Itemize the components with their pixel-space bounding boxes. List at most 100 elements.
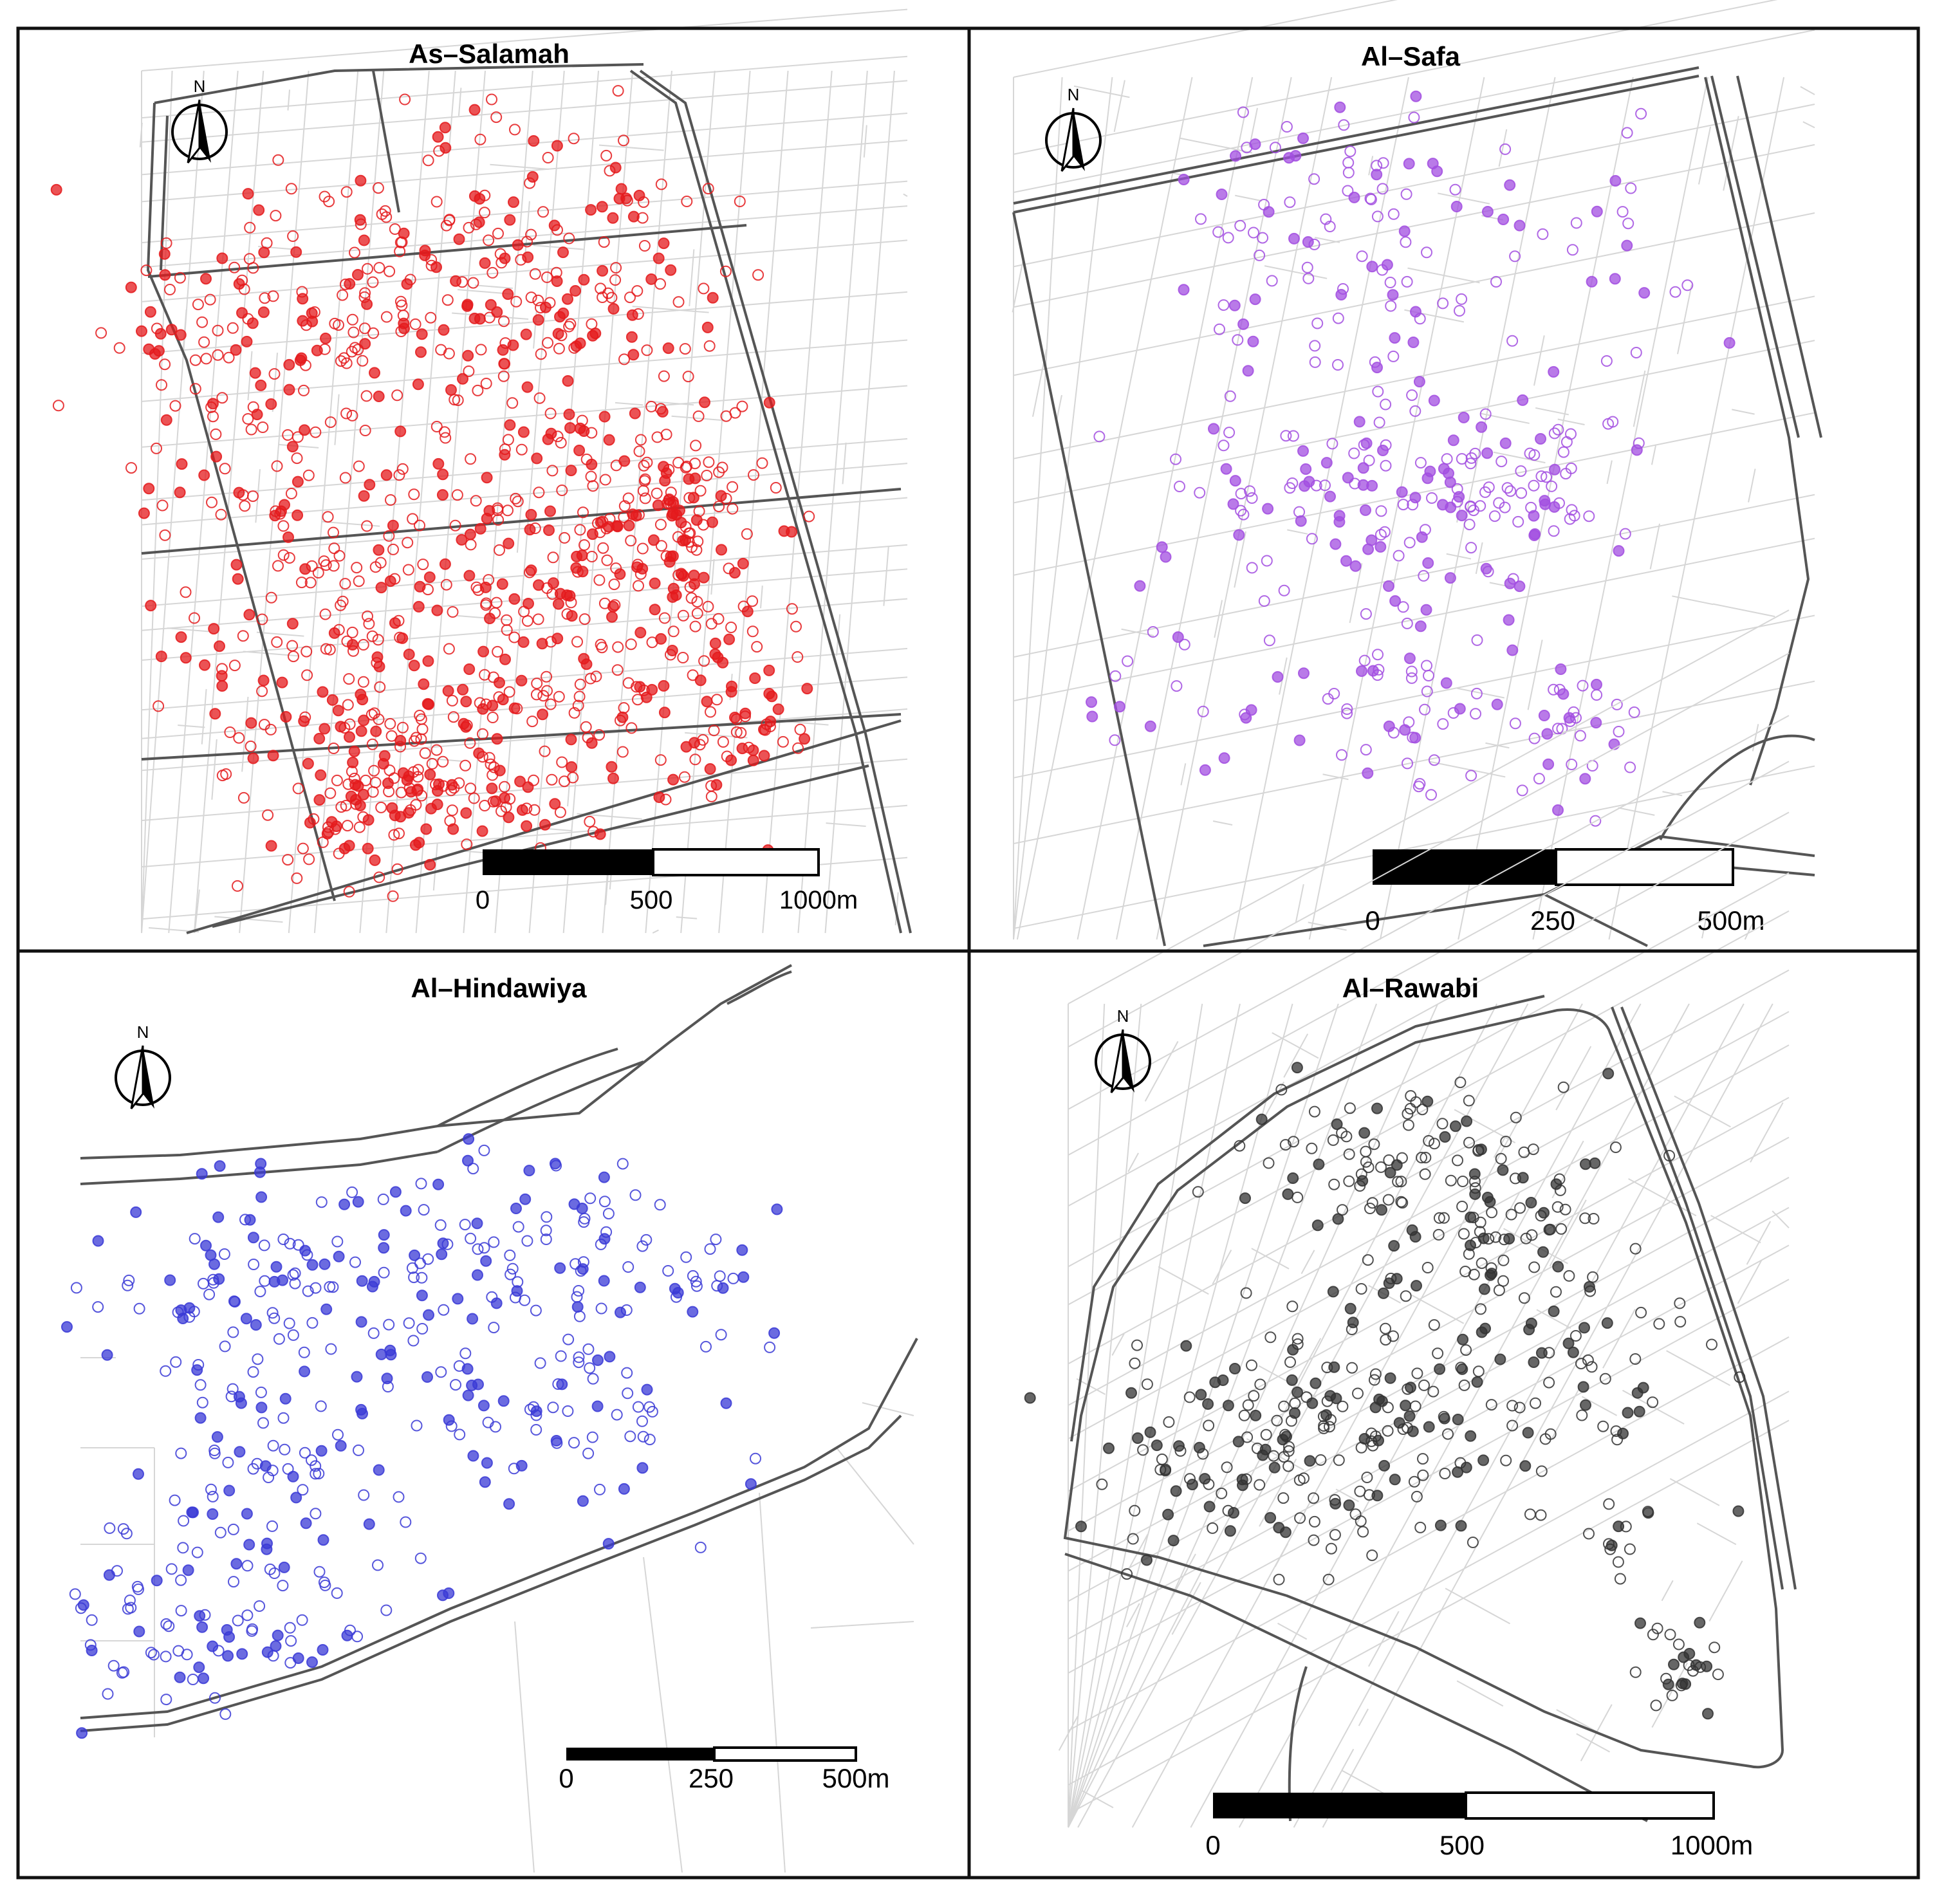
minor-street xyxy=(1131,1003,1583,1828)
sample-point xyxy=(1263,1157,1275,1169)
sample-point xyxy=(1355,1441,1367,1454)
sample-point xyxy=(536,638,548,650)
minor-street xyxy=(602,70,672,934)
sample-point xyxy=(1497,1275,1509,1287)
sample-point xyxy=(1463,1095,1475,1107)
sample-point xyxy=(367,1327,380,1339)
sample-point xyxy=(1501,482,1514,494)
sample-point xyxy=(1203,1419,1215,1432)
sample-point xyxy=(271,460,283,472)
sample-point xyxy=(410,799,422,811)
sample-point xyxy=(725,622,737,633)
sample-point xyxy=(355,725,367,737)
sample-point xyxy=(1246,492,1258,504)
sample-point xyxy=(1294,1512,1306,1524)
sample-point xyxy=(1509,717,1521,730)
sample-point xyxy=(1387,350,1400,362)
sample-point xyxy=(681,460,693,472)
sample-point xyxy=(1278,584,1290,596)
sample-point xyxy=(623,519,635,531)
sample-point xyxy=(1372,385,1384,398)
north-label: N xyxy=(194,77,206,96)
sample-point xyxy=(562,1333,575,1345)
minor-street xyxy=(141,55,908,119)
minor-street xyxy=(1379,77,1556,940)
sample-point xyxy=(1434,1363,1446,1375)
sample-point xyxy=(521,236,533,248)
scale-label-mid: 250 xyxy=(1530,905,1575,936)
minor-street xyxy=(567,773,571,807)
sample-point xyxy=(1562,1337,1575,1349)
sample-point xyxy=(734,196,746,207)
sample-point xyxy=(432,1178,445,1190)
minor-street xyxy=(178,725,205,728)
sample-point xyxy=(1304,1455,1316,1467)
sample-point xyxy=(598,236,610,248)
sample-point xyxy=(1539,495,1551,507)
sample-point xyxy=(1364,1203,1376,1214)
sample-point xyxy=(1583,1280,1595,1293)
sample-point xyxy=(633,580,644,592)
sample-point xyxy=(582,1447,595,1459)
sample-point xyxy=(247,1366,259,1378)
sample-point xyxy=(1535,470,1548,483)
sample-point xyxy=(803,510,815,522)
sample-point xyxy=(367,276,379,288)
sample-point xyxy=(667,625,680,638)
sample-point xyxy=(1156,541,1168,553)
sample-point xyxy=(379,205,391,217)
sample-point xyxy=(347,645,359,657)
sample-point xyxy=(1229,1363,1241,1374)
minor-street xyxy=(1608,77,1785,940)
sample-point xyxy=(230,344,242,356)
sample-point xyxy=(445,784,457,797)
sample-point xyxy=(1244,485,1256,497)
sample-point xyxy=(1490,275,1502,288)
sample-point xyxy=(299,563,311,575)
sample-point xyxy=(524,1403,536,1416)
sample-point xyxy=(792,742,804,754)
sample-point xyxy=(1409,405,1421,417)
sample-point xyxy=(424,768,436,781)
sample-point xyxy=(730,726,743,738)
sample-point xyxy=(713,501,725,513)
sample-point xyxy=(406,1262,418,1274)
minor-street xyxy=(141,339,908,402)
sample-point xyxy=(1421,472,1434,485)
sample-point xyxy=(508,631,521,643)
sample-point xyxy=(490,1297,503,1309)
sample-point xyxy=(595,282,607,295)
sample-point xyxy=(177,1542,189,1554)
sample-point xyxy=(1629,1666,1642,1678)
sample-point xyxy=(497,370,510,382)
sample-point xyxy=(203,1288,216,1300)
sample-point xyxy=(1332,359,1344,371)
sample-point xyxy=(465,782,477,795)
sample-point xyxy=(646,683,658,696)
sample-point xyxy=(1371,210,1384,223)
sample-point xyxy=(1566,244,1579,256)
sample-point xyxy=(1344,1302,1356,1315)
sample-point xyxy=(506,397,519,409)
sample-point xyxy=(1214,323,1225,335)
sample-point xyxy=(313,1566,326,1578)
sample-point xyxy=(373,1464,385,1476)
sample-point xyxy=(586,1431,598,1443)
sample-point xyxy=(499,252,511,264)
sample-point xyxy=(1664,1629,1676,1641)
sample-point xyxy=(1172,631,1184,643)
sample-point xyxy=(790,620,802,633)
minor-street xyxy=(1274,1543,1289,1567)
sample-point xyxy=(565,734,577,746)
minor-street xyxy=(903,193,908,197)
sample-point xyxy=(717,656,729,669)
sample-point xyxy=(552,328,564,340)
sample-point xyxy=(457,683,469,696)
minor-street xyxy=(836,1447,914,1545)
sample-point xyxy=(267,750,279,762)
sample-point xyxy=(1306,1142,1318,1154)
sample-point xyxy=(263,1472,275,1483)
sample-point xyxy=(1144,1426,1156,1438)
sample-point xyxy=(315,1196,328,1208)
sample-point xyxy=(490,111,503,124)
